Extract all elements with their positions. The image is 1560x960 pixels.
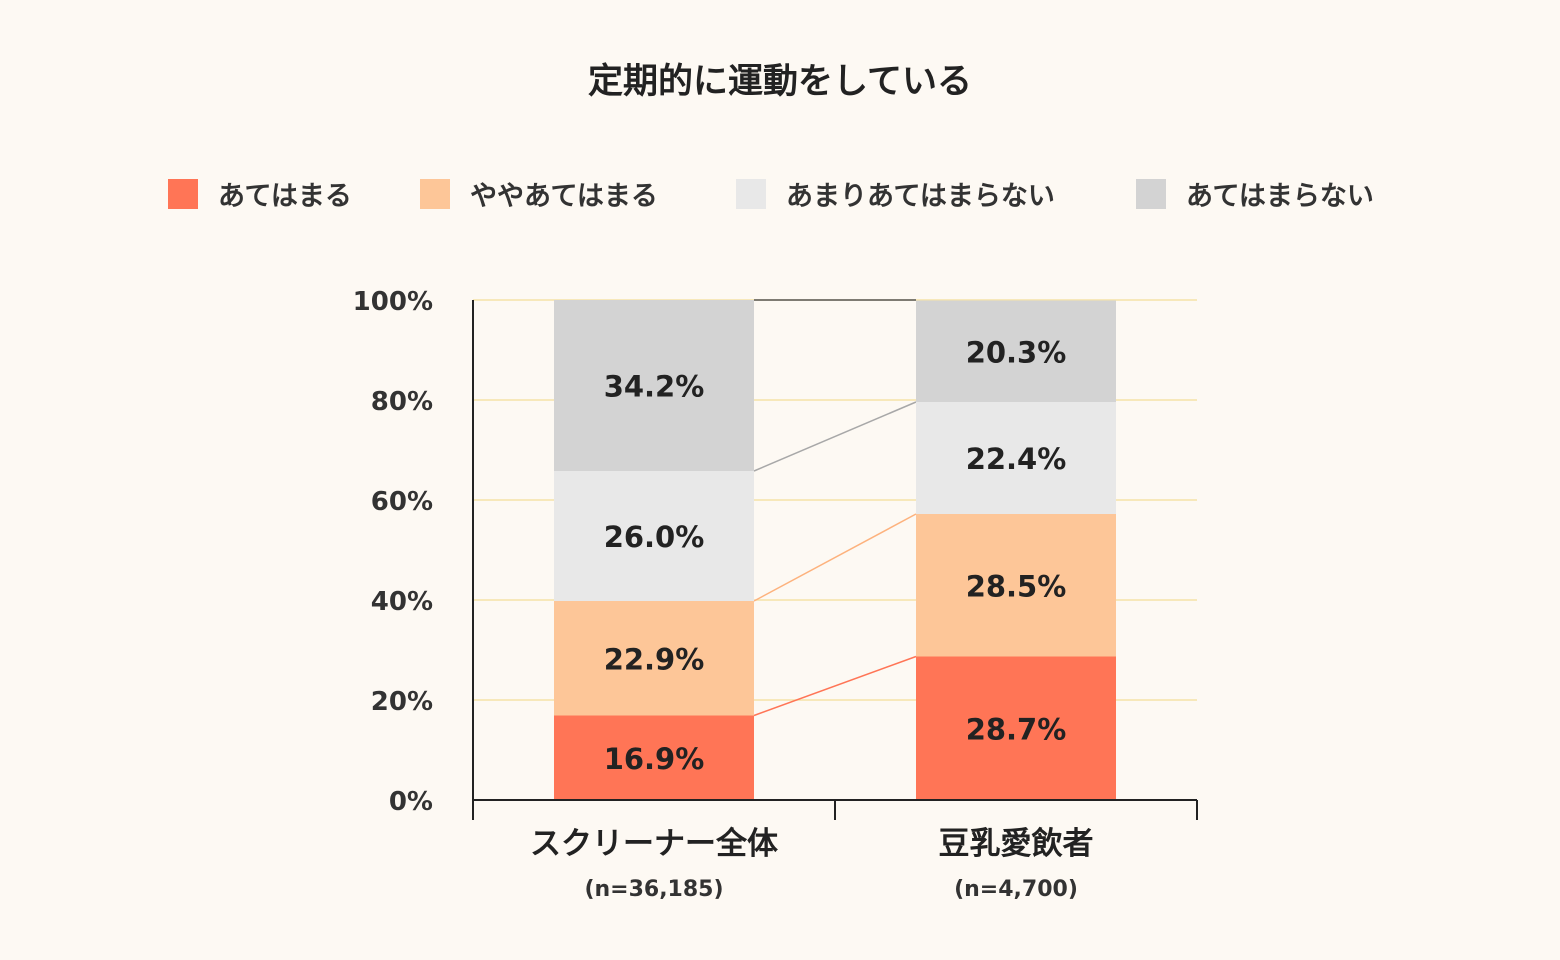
y-tick-label: 100%	[353, 287, 433, 317]
x-axis-labels: スクリーナー全体 (n=36,185) 豆乳愛飲者 (n=4,700)	[530, 826, 1094, 902]
connector-line	[753, 655, 917, 717]
connector-lines	[753, 299, 917, 717]
bar-segment	[554, 471, 754, 601]
bar-segment	[554, 601, 754, 716]
legend-swatch	[420, 179, 450, 209]
category-sublabel: (n=4,700)	[954, 877, 1078, 902]
category-label: 豆乳愛飲者	[939, 826, 1094, 862]
y-axis-ticks: 0% 20% 40% 60% 80% 100%	[353, 287, 433, 817]
axes	[472, 300, 1198, 820]
y-tick-label: 60%	[371, 487, 433, 517]
bar-segment	[916, 656, 1116, 800]
bar-segment	[916, 514, 1116, 657]
chart-legend: あてはまる ややあてはまる あまりあてはまらない あてはまらない	[168, 179, 1374, 212]
chart-title: 定期的に運動をしている	[588, 62, 972, 102]
legend-swatch	[736, 179, 766, 209]
data-label: 28.7%	[966, 712, 1067, 746]
y-tick-label: 80%	[371, 387, 433, 417]
legend-item: あまりあてはまらない	[736, 179, 1055, 212]
data-label: 16.9%	[604, 742, 705, 776]
legend-item: ややあてはまる	[420, 179, 658, 212]
data-label: 26.0%	[604, 520, 705, 554]
legend-swatch	[1136, 179, 1166, 209]
connector-line	[753, 401, 917, 472]
data-label: 20.3%	[966, 335, 1067, 369]
connector-line	[753, 513, 917, 602]
bar-segment	[916, 402, 1116, 514]
legend-label: あてはまる	[218, 181, 352, 212]
y-tick-label: 0%	[389, 787, 433, 817]
legend-label: あてはまらない	[1186, 181, 1374, 212]
category-label: スクリーナー全体	[530, 826, 778, 862]
bar-segment	[554, 715, 754, 800]
data-label: 28.5%	[966, 569, 1067, 603]
legend-label: あまりあてはまらない	[786, 181, 1055, 212]
bars: 16.9% 22.9% 26.0% 34.2% 28.7% 28.5% 22.4% 20.3%	[554, 300, 1116, 800]
y-tick-label: 20%	[371, 687, 433, 717]
legend-item: あてはまる	[168, 179, 352, 212]
bar-segment	[916, 300, 1116, 402]
legend-item: あてはまらない	[1136, 179, 1374, 212]
bar-segment	[554, 300, 754, 471]
legend-label: ややあてはまる	[470, 181, 658, 212]
data-label: 22.9%	[604, 642, 705, 676]
data-label: 22.4%	[966, 442, 1067, 476]
y-tick-label: 40%	[371, 587, 433, 617]
legend-swatch	[168, 179, 198, 209]
data-label: 34.2%	[604, 370, 705, 404]
category-sublabel: (n=36,185)	[584, 877, 723, 902]
